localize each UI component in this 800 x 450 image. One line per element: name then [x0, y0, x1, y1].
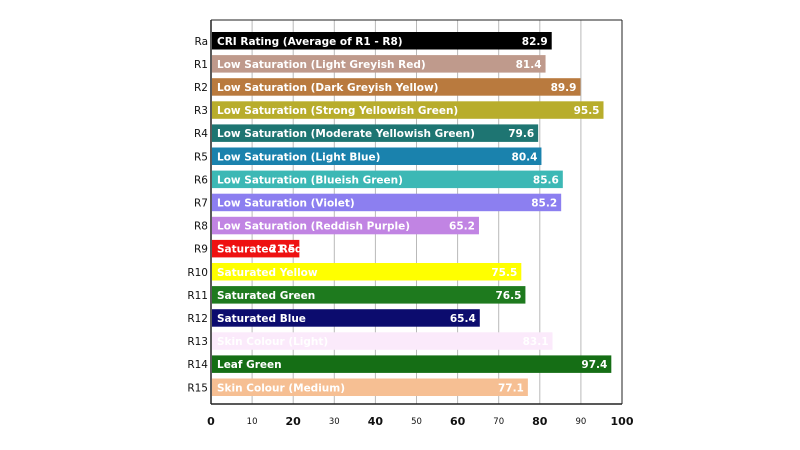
bar-label-r4: Low Saturation (Moderate Yellowish Green… [217, 128, 475, 140]
category-label-r15: R15 [187, 382, 208, 394]
x-tick-label-80: 80 [532, 415, 548, 428]
bar-label-r11: Saturated Green [217, 290, 315, 302]
x-tick-label-30: 30 [329, 417, 340, 427]
value-label-r9: 21.5 [269, 244, 295, 256]
value-label-r7: 85.2 [531, 197, 557, 209]
bar-r13 [212, 332, 553, 350]
value-label-r5: 80.4 [512, 151, 538, 163]
category-label-ra: Ra [195, 36, 209, 48]
bar-r11 [212, 286, 526, 304]
category-label-r11: R11 [187, 290, 208, 302]
category-label-r2: R2 [194, 82, 208, 94]
value-label-r13: 83.1 [523, 336, 549, 348]
bar-r12 [212, 309, 480, 327]
bar-r5 [212, 147, 542, 165]
value-label-r4: 79.6 [508, 128, 534, 140]
category-label-r7: R7 [194, 197, 208, 209]
bar-label-r13: Skin Colour (Light) [217, 336, 328, 348]
value-label-r15: 77.1 [498, 382, 524, 394]
bar-label-r7: Low Saturation (Violet) [217, 197, 355, 209]
value-label-r8: 65.2 [449, 221, 475, 233]
bar-label-r14: Leaf Green [217, 359, 282, 371]
bar-r3 [212, 101, 604, 119]
value-label-r2: 89.9 [551, 82, 577, 94]
bar-r9 [212, 239, 300, 258]
bar-r4 [212, 124, 539, 142]
category-label-r8: R8 [194, 221, 208, 233]
x-tick-label-100: 100 [611, 415, 634, 428]
bar-label-r5: Low Saturation (Light Blue) [217, 151, 380, 163]
bar-label-r3: Low Saturation (Strong Yellowish Green) [217, 105, 458, 117]
bar-r14 [212, 355, 612, 373]
bar-ra [212, 32, 552, 50]
bar-label-r15: Skin Colour (Medium) [217, 382, 345, 394]
category-label-r12: R12 [187, 313, 208, 325]
bar-r15 [212, 378, 528, 396]
value-label-ra: 82.9 [522, 36, 548, 48]
bar-label-r12: Saturated Blue [217, 313, 306, 325]
bar-r7 [212, 193, 562, 212]
category-label-r4: R4 [194, 128, 208, 140]
x-tick-label-60: 60 [450, 415, 466, 428]
bar-label-ra: CRI Rating (Average of R1 - R8) [217, 36, 403, 48]
x-tick-labels: 0 10 20 30 40 50 60 70 80 90 100 [207, 415, 634, 428]
bar-r2 [212, 78, 581, 96]
value-label-r11: 76.5 [495, 290, 521, 302]
value-label-r3: 95.5 [574, 105, 600, 117]
bar-r6 [212, 170, 563, 189]
x-tick-label-50: 50 [411, 417, 422, 427]
category-labels: Ra R1 R2 R3 R4 R5 R6 R7 R8 R9 R10 R11 R12 R13 R14 R15 [187, 36, 208, 395]
bar-r8 [212, 216, 479, 235]
category-label-r13: R13 [187, 336, 208, 348]
category-label-r6: R6 [194, 174, 208, 186]
bar-label-r10: Saturated Yellow [217, 267, 318, 279]
bar-label-r9: Saturated Red [217, 244, 302, 256]
value-label-r12: 65.4 [450, 313, 476, 325]
x-tick-label-90: 90 [575, 417, 586, 427]
x-tick-label-20: 20 [286, 415, 302, 428]
bar-label-r2: Low Saturation (Dark Greyish Yellow) [217, 82, 438, 94]
value-label-r6: 85.6 [533, 174, 559, 186]
category-label-r10: R10 [187, 267, 208, 279]
bar-label-r6: Low Saturation (Blueish Green) [217, 174, 403, 186]
category-label-r14: R14 [187, 359, 208, 371]
bars: CRI Rating (Average of R1 - R8) 82.9 Low S… [212, 32, 612, 396]
x-tick-label-0: 0 [207, 415, 215, 428]
category-label-r3: R3 [194, 105, 208, 117]
category-label-r5: R5 [194, 151, 208, 163]
bar-label-r1: Low Saturation (Light Greyish Red) [217, 59, 426, 71]
bar-r10 [212, 263, 522, 281]
category-label-r9: R9 [194, 244, 208, 256]
axes [210, 19, 623, 405]
category-label-r1: R1 [194, 59, 208, 71]
value-label-r10: 75.5 [491, 267, 517, 279]
x-tick-label-10: 10 [247, 417, 258, 427]
bar-label-r8: Low Saturation (Reddish Purple) [217, 221, 410, 233]
value-label-r14: 97.4 [581, 359, 607, 371]
value-label-r1: 81.4 [516, 59, 542, 71]
bar-r1 [212, 55, 546, 73]
x-tick-label-40: 40 [368, 415, 384, 428]
x-tick-label-70: 70 [493, 417, 504, 427]
